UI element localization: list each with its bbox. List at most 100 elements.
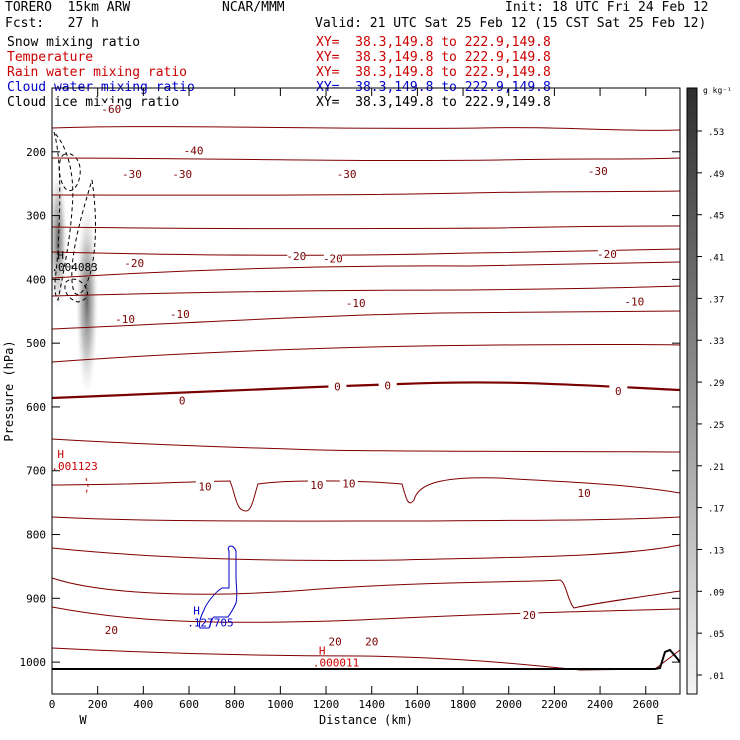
colorbar-tick-label: .05	[708, 630, 724, 640]
isotherm-line	[51, 310, 681, 330]
isotherm-label: 0	[334, 381, 341, 394]
isotherm-line	[51, 577, 681, 609]
isotherm-label: 0	[615, 385, 622, 398]
isotherm-label: -30	[588, 165, 608, 178]
snow-contour-1	[53, 131, 74, 302]
x-tick-label: 1800	[450, 698, 477, 711]
maximum-value: .004083	[51, 261, 97, 274]
snow-contour-3	[71, 179, 96, 295]
x-tick-label: 0	[49, 698, 56, 711]
field-temperature-xy: XY= 38.3,149.8 to 222.9,149.8	[316, 50, 551, 65]
isotherm-line	[51, 438, 681, 453]
maximum-value: .001123	[51, 460, 97, 473]
maximum-marker: H	[57, 249, 64, 262]
isotherm-label: -20	[124, 257, 144, 270]
isotherm-label-bg	[125, 256, 144, 268]
isotherm-label: 20	[105, 624, 118, 637]
x-tick-label: 400	[133, 698, 153, 711]
x-tick-label: 2000	[495, 698, 522, 711]
isotherm-label: 0	[384, 379, 391, 392]
isotherm-label: -10	[115, 313, 135, 326]
isotherm-label-bg	[575, 487, 594, 499]
y-tick-label: 600	[26, 401, 46, 414]
x-tick-label: 1600	[404, 698, 431, 711]
west-endpoint: W	[79, 713, 87, 727]
colorbar-tick-label: .33	[708, 337, 724, 347]
y-tick-label: 800	[26, 529, 46, 542]
isotherm-label-bg	[307, 478, 326, 490]
isotherm-label: -30	[122, 168, 142, 181]
colorbar-tick-label: .09	[708, 588, 724, 598]
valid-time: Valid: 21 UTC Sat 25 Feb 12 (15 CST Sat …	[315, 16, 707, 31]
isotherm-label: -20	[323, 252, 343, 265]
snow-contour-2	[58, 153, 81, 192]
isotherm-label: 10	[198, 481, 211, 494]
isotherm-label: -40	[184, 145, 204, 158]
colorbar-tick-label: .29	[708, 379, 724, 389]
isotherm-label: 10	[310, 479, 323, 492]
isotherm-label-bg	[597, 247, 616, 259]
isotherm-line	[51, 190, 681, 196]
isotherm-line	[51, 647, 681, 671]
isotherm-label-bg	[173, 394, 192, 406]
x-tick-label: 200	[88, 698, 108, 711]
isotherm-label-bg	[184, 144, 203, 156]
y-tick-label: 1000	[20, 656, 47, 669]
field-rain-label: Rain water mixing ratio	[7, 65, 188, 80]
field-temperature-label: Temperature	[7, 50, 94, 65]
isotherm-label: 10	[342, 477, 355, 490]
colorbar-tick-label: .49	[708, 170, 724, 180]
forecast-hour: Fcst: 27 h	[5, 16, 99, 31]
isotherm-label-bg	[323, 252, 342, 264]
x-tick-label: 1000	[267, 698, 294, 711]
isotherm-line	[51, 516, 681, 522]
colorbar	[686, 87, 698, 695]
zero-degree-isotherm	[51, 381, 681, 400]
isotherm-label-bg	[326, 635, 345, 647]
isotherm-line	[51, 343, 681, 363]
x-tick-label: 800	[225, 698, 245, 711]
isotherm-label: -60	[101, 103, 121, 116]
isotherm-label-bg	[173, 168, 192, 180]
snow-contour-4	[64, 278, 89, 303]
center-name: NCAR/MMM	[222, 0, 285, 15]
axes: 0 200 400 600 800 1000 1200 1400 1600 1800 2000 220…	[20, 88, 680, 711]
isotherm-label-bg	[346, 296, 365, 308]
isotherm-label: -30	[172, 168, 192, 181]
isotherm-label: -10	[624, 296, 644, 309]
x-tick-label: 1400	[358, 698, 385, 711]
y-tick-label: 500	[26, 337, 46, 350]
isotherm-line	[51, 285, 681, 297]
x-tick-label: 1200	[313, 698, 340, 711]
colorbar-tick-label: .21	[708, 463, 724, 473]
isotherm-label-bg	[102, 624, 121, 636]
isotherm-label-bg	[287, 249, 306, 261]
isotherm-label: 10	[577, 487, 590, 500]
y-tick-label: 700	[26, 465, 46, 478]
isotherm-line	[51, 544, 681, 561]
plot-frame	[51, 87, 681, 695]
isotherm-label: 20	[329, 636, 342, 649]
cloud-water-contour	[199, 545, 238, 629]
isotherm-label-bg	[378, 379, 397, 391]
isotherm-label-bg	[339, 477, 358, 489]
isotherm-label-bg	[625, 295, 644, 307]
x-axis-title: Distance (km)	[319, 713, 413, 727]
isotherm-labels: -60 -40 -30 -30 -30 -30 -20 -20 -20 -20 -10 -10 -10 -…	[101, 103, 644, 649]
field-cloudice-xy: XY= 38.3,149.8 to 222.9,149.8	[316, 95, 551, 110]
rain-contour-1	[85, 477, 89, 495]
isotherm-line	[51, 126, 681, 131]
x-tick-label: 2200	[541, 698, 568, 711]
isotherm-line	[51, 261, 681, 279]
x-tick-label: 2600	[632, 698, 659, 711]
isotherm-label: 20	[523, 609, 536, 622]
terrain-line	[52, 648, 681, 670]
colorbar-tick-label: .53	[708, 128, 724, 138]
y-tick-label: 900	[26, 592, 46, 605]
field-cloudice-label: Cloud ice mixing ratio	[7, 95, 180, 110]
colorbar-tick-label: .13	[708, 546, 724, 556]
maximum-marker: H	[193, 604, 200, 617]
